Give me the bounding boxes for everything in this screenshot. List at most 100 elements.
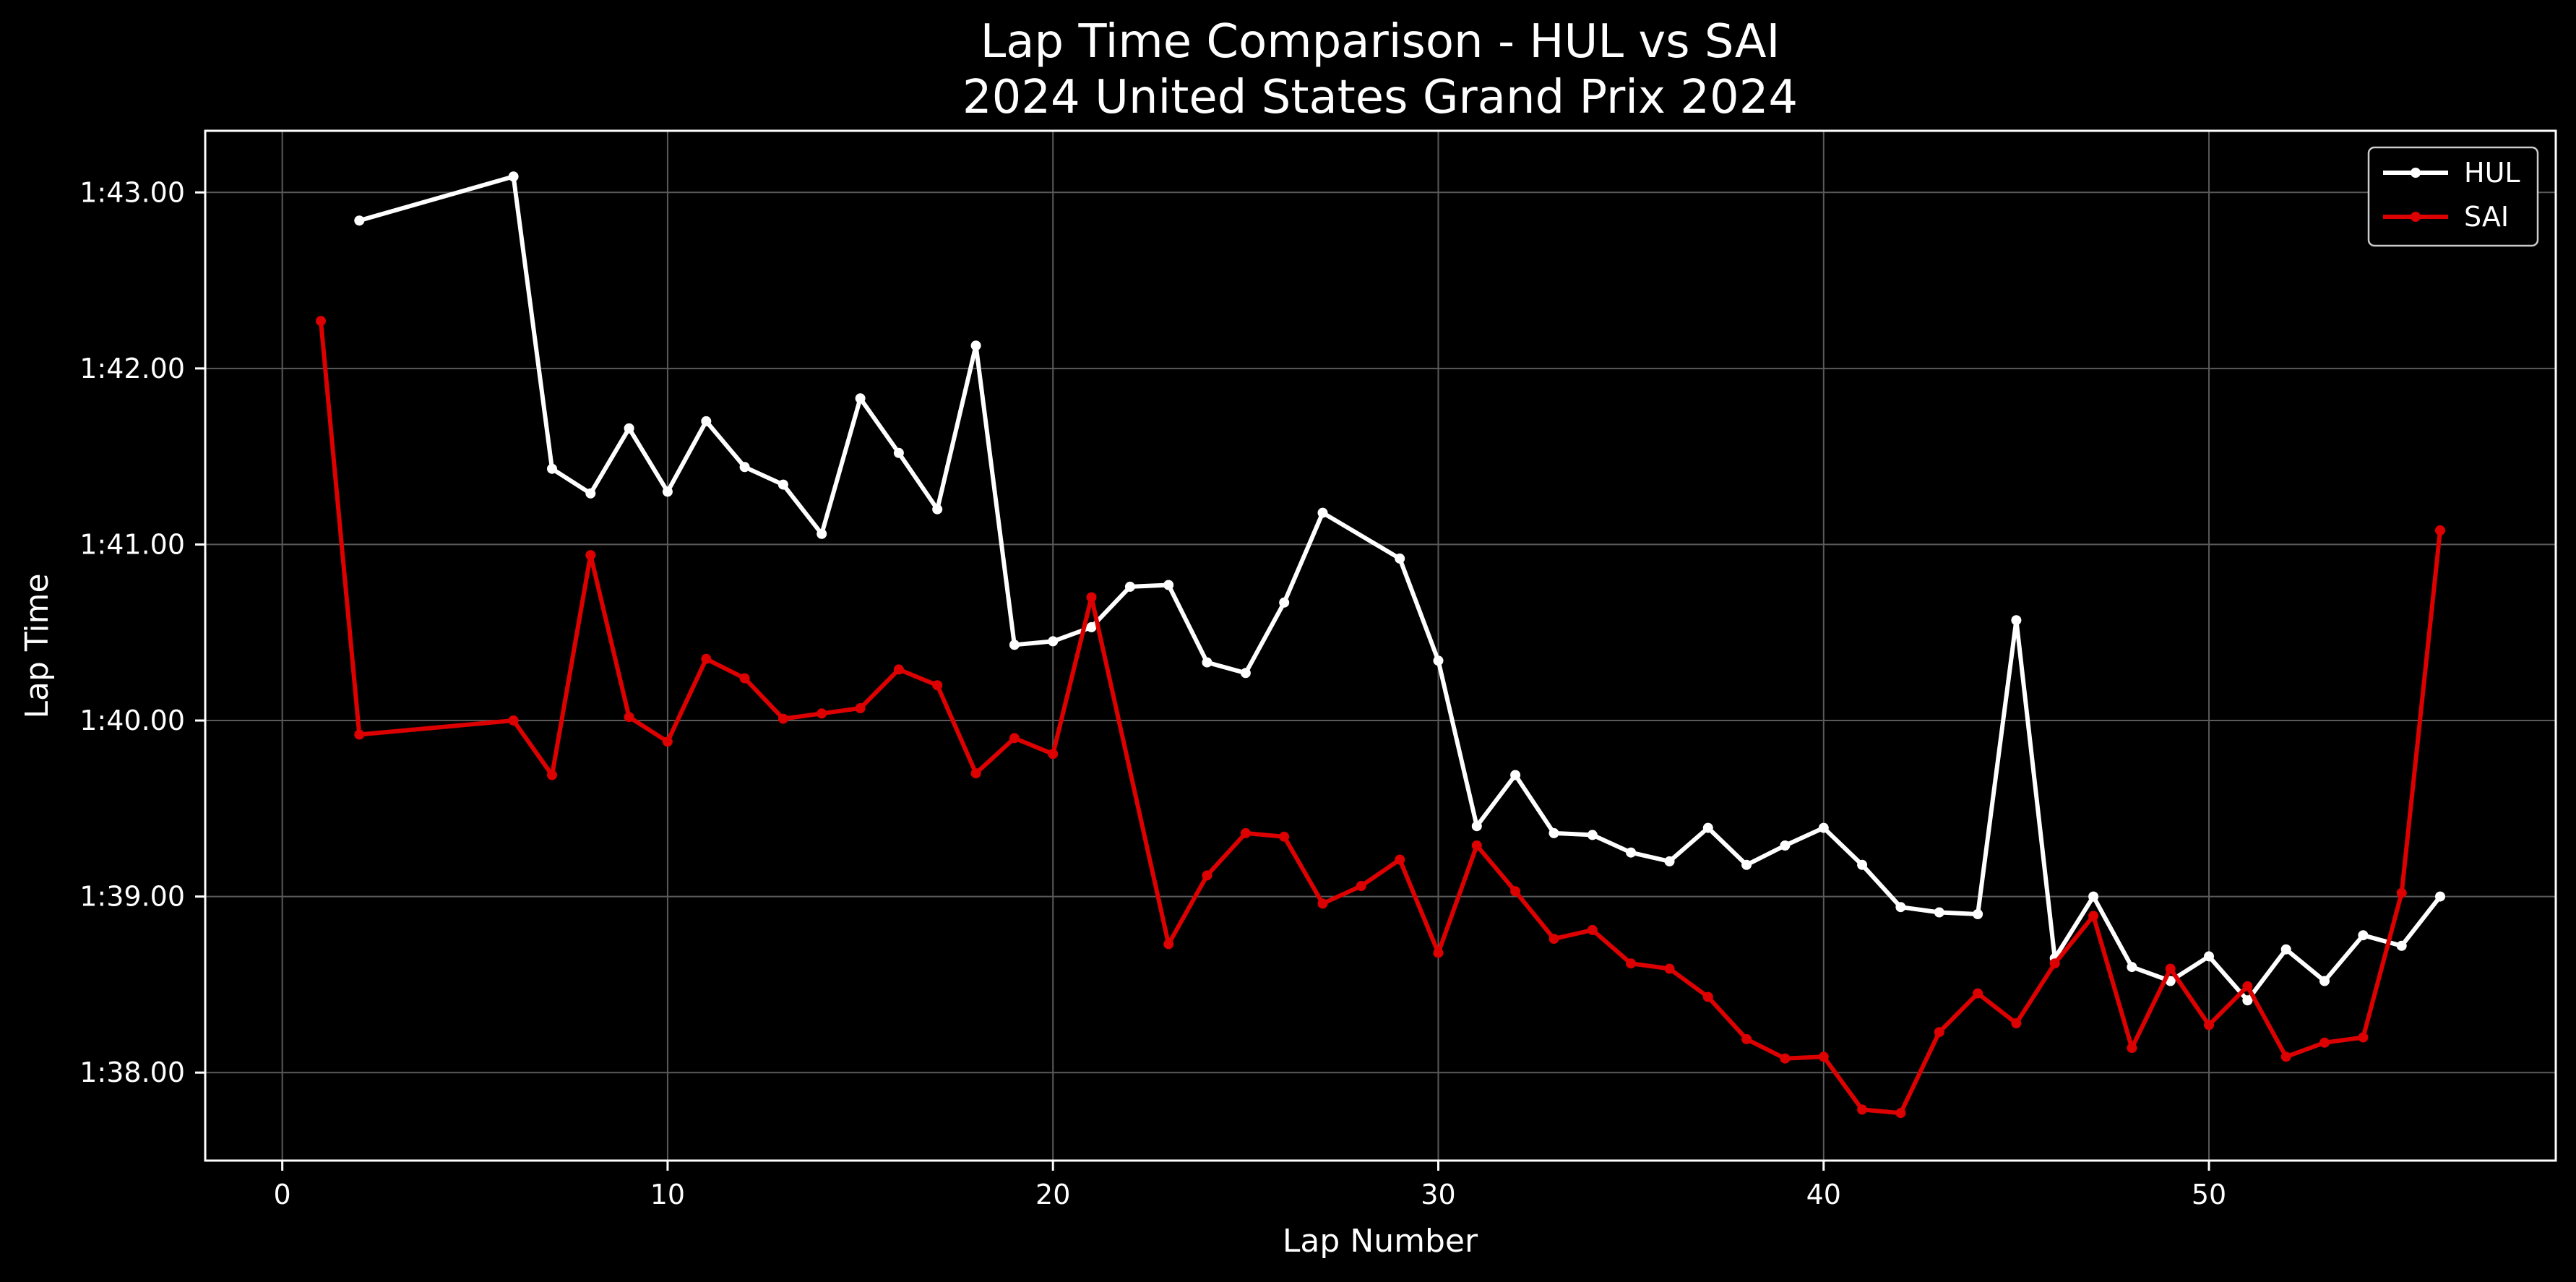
data-point-sai — [547, 770, 557, 780]
data-point-hul — [1163, 580, 1174, 590]
data-point-sai — [1395, 854, 1405, 865]
y-tick-label: 1:40.00 — [79, 705, 185, 736]
data-point-sai — [1895, 1108, 1906, 1119]
data-point-sai — [2204, 1020, 2214, 1031]
data-point-hul — [817, 528, 827, 539]
y-tick-label: 1:39.00 — [79, 881, 185, 913]
data-point-sai — [1626, 958, 1637, 969]
data-point-sai — [1048, 749, 1059, 760]
data-point-sai — [1702, 991, 1713, 1002]
data-point-sai — [1857, 1104, 1868, 1115]
data-point-sai — [2319, 1037, 2330, 1048]
data-point-hul — [1124, 581, 1135, 592]
data-point-hul — [1009, 640, 1020, 650]
data-point-hul — [1626, 847, 1637, 858]
data-point-sai — [1009, 733, 1020, 744]
series-layer — [316, 171, 2445, 1119]
data-point-sai — [1934, 1027, 1944, 1038]
data-point-sai — [2435, 525, 2445, 535]
data-point-sai — [508, 715, 519, 726]
data-point-hul — [1202, 657, 1212, 668]
data-point-hul — [547, 463, 557, 474]
legend-label-sai: SAI — [2464, 201, 2509, 233]
x-tick-label: 10 — [650, 1179, 685, 1210]
data-point-sai — [1818, 1051, 1829, 1062]
data-point-sai — [2242, 981, 2253, 991]
data-point-sai — [2396, 887, 2407, 898]
y-tick-label: 1:43.00 — [79, 176, 185, 208]
data-point-hul — [855, 393, 866, 404]
data-point-sai — [1163, 939, 1174, 950]
data-point-hul — [2280, 944, 2291, 955]
plot-area-frame — [204, 129, 2557, 1162]
data-point-hul — [739, 462, 750, 473]
y-tick-label: 1:42.00 — [79, 353, 185, 384]
data-point-sai — [585, 550, 596, 561]
data-point-sai — [1240, 827, 1251, 838]
data-point-hul — [701, 416, 712, 426]
data-point-sai — [1317, 898, 1328, 909]
data-point-sai — [1356, 881, 1366, 891]
data-point-sai — [1510, 886, 1521, 897]
data-point-sai — [970, 768, 981, 779]
data-point-sai — [893, 664, 904, 675]
data-point-sai — [739, 673, 750, 684]
data-point-hul — [1664, 856, 1675, 866]
data-point-sai — [1433, 947, 1444, 958]
data-point-sai — [1202, 870, 1212, 881]
data-point-hul — [1279, 597, 1290, 608]
data-point-hul — [1433, 655, 1444, 666]
data-point-sai — [1973, 988, 1983, 999]
data-point-hul — [2011, 615, 2022, 626]
data-point-hul — [932, 504, 943, 515]
data-point-hul — [1702, 822, 1713, 833]
data-point-sai — [2165, 963, 2176, 974]
data-point-hul — [1471, 821, 1482, 832]
series-hul — [354, 171, 2445, 1006]
data-point-sai — [1086, 592, 1097, 603]
data-point-sai — [624, 712, 634, 723]
data-point-sai — [1780, 1053, 1791, 1064]
data-point-hul — [1086, 621, 1097, 632]
x-tick-label: 40 — [1806, 1179, 1841, 1210]
data-point-hul — [2396, 940, 2407, 951]
data-point-hul — [508, 171, 519, 182]
series-sai — [316, 316, 2445, 1119]
data-point-sai — [2088, 911, 2099, 921]
data-point-sai — [1664, 963, 1675, 974]
data-point-sai — [1471, 840, 1482, 851]
data-point-hul — [893, 447, 904, 458]
data-point-hul — [1973, 909, 1983, 919]
data-point-sai — [932, 680, 943, 691]
data-point-hul — [2242, 995, 2253, 1006]
x-axis-label: Lap Number — [1283, 1223, 1478, 1260]
legend-marker-hul — [2411, 168, 2421, 178]
data-point-hul — [1857, 859, 1868, 870]
data-point-sai — [1587, 924, 1598, 935]
data-point-hul — [1048, 636, 1059, 647]
grid-lines — [205, 131, 2556, 1161]
series-line-sai — [319, 319, 2442, 1116]
data-point-sai — [817, 708, 827, 719]
data-point-sai — [777, 713, 788, 724]
y-axis-label: Lap Time — [19, 573, 56, 718]
data-point-hul — [1395, 553, 1405, 564]
data-point-hul — [1317, 507, 1328, 518]
data-point-sai — [855, 703, 866, 713]
data-point-hul — [2088, 891, 2099, 902]
y-tick-label: 1:38.00 — [79, 1057, 185, 1088]
data-point-hul — [1587, 830, 1598, 840]
y-tick-label: 1:41.00 — [79, 528, 185, 560]
data-point-sai — [316, 316, 326, 327]
data-point-hul — [1548, 827, 1559, 838]
data-point-hul — [585, 488, 596, 499]
data-point-hul — [1741, 859, 1752, 870]
x-tick-label: 50 — [2192, 1179, 2226, 1210]
data-point-hul — [662, 486, 673, 497]
legend-label-hul: HUL — [2464, 157, 2520, 189]
data-point-sai — [2127, 1043, 2137, 1054]
data-point-sai — [354, 729, 365, 740]
data-point-hul — [354, 215, 365, 226]
